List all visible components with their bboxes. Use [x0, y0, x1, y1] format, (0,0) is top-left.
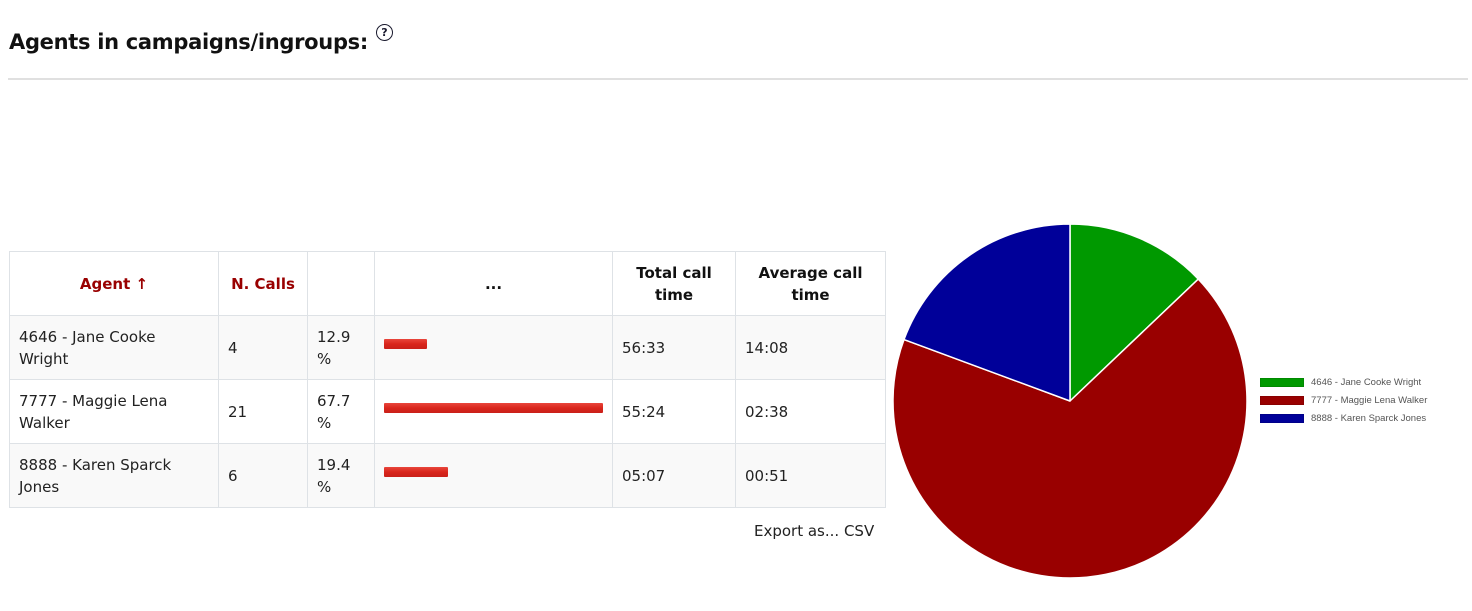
average-time-cell: 02:38: [735, 379, 886, 444]
title-row: Agents in campaigns/ingroups: ?: [9, 20, 393, 53]
bar-cell: [374, 443, 613, 508]
bar-cell: [374, 315, 613, 380]
total-time-cell: 55:24: [612, 379, 736, 444]
pie-slice[interactable]: [1069, 223, 1200, 402]
export-csv-link[interactable]: Export as... CSV: [754, 522, 875, 540]
agent-cell: 4646 - Jane Cooke Wright: [9, 315, 219, 380]
column-header-bar: ...: [374, 251, 613, 316]
agent-cell: 8888 - Karen Sparck Jones: [9, 443, 219, 508]
legend-swatch-icon: [1260, 413, 1304, 423]
legend-item: 8888 - Karen Sparck Jones: [1260, 409, 1427, 427]
legend-item: 7777 - Maggie Lena Walker: [1260, 391, 1427, 409]
column-header-average-time: Average call time: [735, 251, 886, 316]
agents-table: Agent ↑ N. Calls ... Total call time Ave…: [9, 251, 886, 508]
calls-cell: 21: [218, 379, 308, 444]
table-row: 4646 - Jane Cooke Wright 4 12.9 % 56:33 …: [9, 315, 886, 380]
table-row: 7777 - Maggie Lena Walker 21 67.7 % 55:2…: [9, 379, 886, 444]
total-time-cell: 05:07: [612, 443, 736, 508]
column-header-percent: [307, 251, 375, 316]
percent-cell: 67.7 %: [307, 379, 375, 444]
agent-cell: 7777 - Maggie Lena Walker: [9, 379, 219, 444]
column-header-agent[interactable]: Agent ↑: [9, 251, 219, 316]
calls-cell: 6: [218, 443, 308, 508]
table-header-row: Agent ↑ N. Calls ... Total call time Ave…: [9, 251, 886, 316]
legend-swatch-icon: [1260, 395, 1304, 405]
calls-cell: 4: [218, 315, 308, 380]
percent-bar: [384, 466, 448, 477]
legend-swatch-icon: [1260, 377, 1304, 387]
page-title: Agents in campaigns/ingroups:: [9, 30, 368, 54]
average-time-cell: 14:08: [735, 315, 886, 380]
legend-label: 7777 - Maggie Lena Walker: [1311, 394, 1428, 406]
table-row: 8888 - Karen Sparck Jones 6 19.4 % 05:07…: [9, 443, 886, 508]
pie-slice[interactable]: [892, 278, 1248, 579]
pie-legend: 4646 - Jane Cooke Wright 7777 - Maggie L…: [1260, 373, 1427, 427]
percent-bar: [384, 338, 427, 349]
bar-cell: [374, 379, 613, 444]
pie-slice[interactable]: [903, 223, 1071, 402]
legend-label: 4646 - Jane Cooke Wright: [1311, 376, 1422, 388]
legend-label: 8888 - Karen Sparck Jones: [1311, 412, 1427, 424]
total-time-cell: 56:33: [612, 315, 736, 380]
column-header-calls[interactable]: N. Calls: [218, 251, 308, 316]
percent-bar: [384, 402, 603, 413]
legend-item: 4646 - Jane Cooke Wright: [1260, 373, 1427, 391]
percent-cell: 19.4 %: [307, 443, 375, 508]
average-time-cell: 00:51: [735, 443, 886, 508]
percent-cell: 12.9 %: [307, 315, 375, 380]
header-divider: [8, 78, 1468, 80]
help-icon[interactable]: ?: [376, 24, 393, 41]
column-header-total-time: Total call time: [612, 251, 736, 316]
